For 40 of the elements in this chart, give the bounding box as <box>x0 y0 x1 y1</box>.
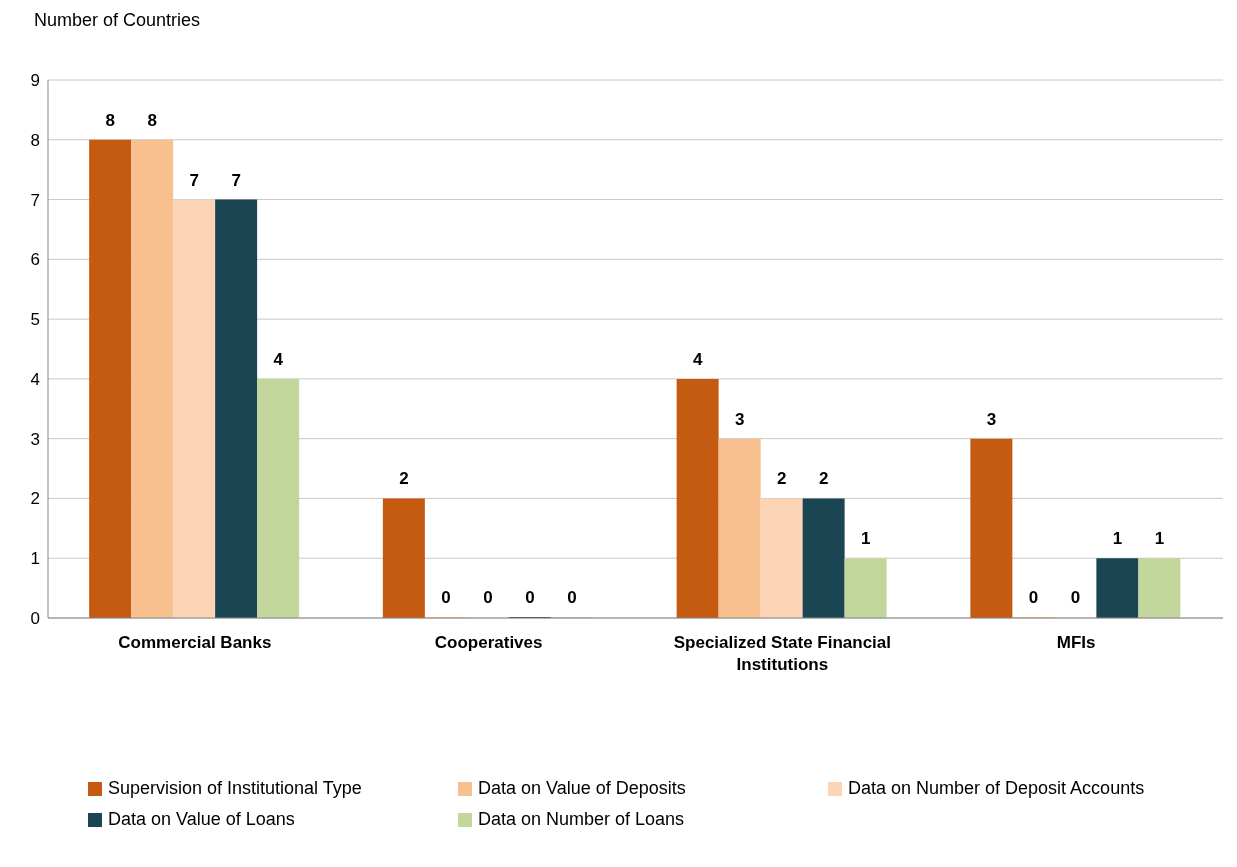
data-label: 2 <box>399 469 409 489</box>
data-label: 8 <box>105 110 115 130</box>
data-label: 4 <box>692 349 703 369</box>
data-label: 3 <box>734 409 745 429</box>
data-label: 3 <box>986 409 997 429</box>
data-label: 7 <box>231 170 241 190</box>
y-tick-label: 5 <box>30 310 40 330</box>
data-label: 0 <box>567 588 577 607</box>
legend-label: Data on Number of Loans <box>478 809 685 830</box>
data-label: 1 <box>1112 529 1123 549</box>
y-tick-label: 9 <box>30 71 40 91</box>
data-label: 1 <box>860 529 871 549</box>
y-tick-label: 0 <box>30 609 40 629</box>
legend-label: Supervision of Institutional Type <box>108 778 362 799</box>
data-label: 2 <box>818 469 829 489</box>
y-tick-label: 7 <box>30 190 40 210</box>
y-axis-title: Number of Countries <box>34 10 201 31</box>
data-label: 0 <box>1028 588 1039 607</box>
x-tick-label: Commercial Banks <box>118 633 272 652</box>
data-label: 2 <box>776 469 787 489</box>
y-tick-label: 8 <box>30 130 40 150</box>
y-tick-label: 6 <box>30 250 40 270</box>
data-label: 8 <box>147 110 157 130</box>
legend-label: Data on Number of Deposit Accounts <box>848 778 1145 799</box>
data-label: 4 <box>273 349 284 369</box>
legend-label: Data on Value of Deposits <box>478 778 686 799</box>
x-tick-label: MFIs <box>1056 633 1096 652</box>
legend-label: Data on Value of Loans <box>108 809 295 830</box>
y-tick-label: 4 <box>30 369 40 389</box>
data-label: 0 <box>441 588 451 607</box>
data-label: 0 <box>483 588 493 607</box>
data-label: 0 <box>525 588 535 607</box>
data-label: 0 <box>1070 588 1081 607</box>
y-tick-label: 2 <box>30 489 40 509</box>
y-tick-label: 3 <box>30 429 40 449</box>
x-tick-label: Specialized State Financial Institutions <box>673 633 892 674</box>
x-tick-label: Cooperatives <box>434 633 543 652</box>
y-tick-label: 1 <box>30 549 40 569</box>
data-label: 7 <box>189 170 199 190</box>
data-label: 1 <box>1154 529 1165 549</box>
